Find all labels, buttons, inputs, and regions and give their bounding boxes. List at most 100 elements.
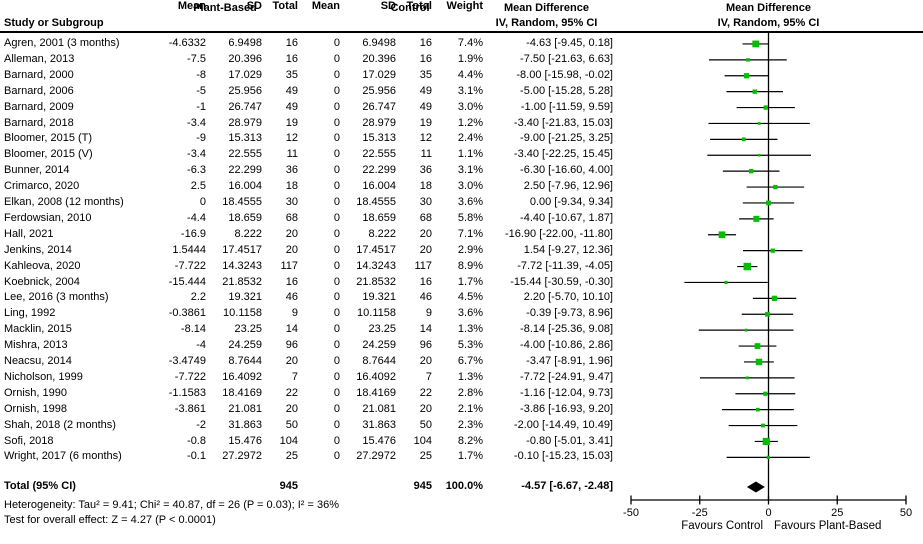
column-header-pb-mean: Mean	[177, 0, 206, 12]
md-ci-cell: -9.00 [-21.25, 3.25]	[520, 132, 613, 145]
study-label: Bloomer, 2015 (V)	[4, 148, 93, 161]
ctrl-mean-cell: 0	[333, 227, 340, 240]
study-row: Macklin, 2015 -8.14 23.25 14 0 23.25 14 1.3% -8.…	[0, 322, 620, 338]
study-label: Bunner, 2014	[4, 164, 70, 177]
study-row: Nicholson, 1999 -7.722 16.4092 7 0 16.4092 7 1.…	[0, 370, 620, 386]
pb-sd-cell: 8.7644	[228, 355, 262, 367]
column-header-pb-total: Total	[272, 0, 298, 12]
ctrl-total-cell: 22	[419, 386, 432, 399]
study-row: Ornish, 1990 -1.1583 18.4169 22 0 18.4169 22 2.…	[0, 386, 620, 402]
weight-cell: 8.2%	[457, 434, 483, 447]
study-row: Jenkins, 2014 1.5444 17.4517 20 0 17.4517 20 2.…	[0, 243, 620, 259]
pb-total-cell: 12	[285, 132, 298, 145]
study-label: Lee, 2016 (3 months)	[4, 291, 109, 304]
ctrl-total-cell: 16	[419, 52, 432, 65]
effect-marker	[773, 184, 778, 190]
ctrl-sd-cell: 21.081	[362, 402, 396, 415]
effect-marker	[741, 137, 746, 142]
weight-cell: 1.7%	[457, 275, 483, 288]
study-label: Elkan, 2008 (12 months)	[4, 196, 124, 208]
md-ci-cell: -8.14 [-25.36, 9.08]	[520, 323, 613, 336]
ctrl-sd-cell: 8.222	[368, 227, 396, 240]
study-row: Koebnick, 2004 -15.444 21.8532 16 0 21.8532 16…	[0, 275, 620, 291]
pb-total-cell: 20	[285, 355, 298, 367]
pb-sd-cell: 20.396	[228, 52, 262, 65]
ctrl-mean-cell: 0	[333, 84, 340, 97]
pb-mean-cell: 1.5444	[172, 243, 206, 256]
study-label: Ling, 1992	[4, 307, 56, 320]
md-ci-cell: -4.63 [-9.45, 0.18]	[526, 37, 613, 49]
effect-marker	[743, 73, 750, 79]
md-ci-cell: -4.00 [-10.86, 2.86]	[520, 339, 613, 352]
ctrl-sd-cell: 20.396	[362, 52, 396, 65]
study-row: Bloomer, 2015 (T) -9 15.313 12 0 15.313 12 2.4%…	[0, 131, 620, 147]
pb-total-cell: 30	[285, 196, 298, 208]
study-label: Ornish, 1998	[4, 402, 67, 415]
study-row: Barnard, 2018 -3.4 28.979 19 0 28.979 19 1.2% -3…	[0, 116, 620, 132]
ctrl-sd-cell: 25.956	[362, 84, 396, 97]
pb-total-cell: 20	[285, 227, 298, 240]
ctrl-sd-cell: 15.476	[362, 434, 396, 447]
md-ci-cell: -2.00 [-14.49, 10.49]	[513, 418, 613, 431]
weight-cell: 3.0%	[457, 100, 483, 113]
weight-cell: 1.2%	[457, 116, 483, 129]
study-row: Elkan, 2008 (12 months) 0 18.4555 30 0 18.455…	[0, 195, 620, 211]
md-ci-cell: -3.40 [-21.83, 15.03]	[513, 116, 613, 129]
study-row: Sofi, 2018 -0.8 15.476 104 0 15.476 104 8.2% -0.…	[0, 434, 620, 450]
md-ci-cell: -15.44 [-30.59, -0.30]	[510, 275, 613, 288]
ctrl-mean-cell: 0	[333, 418, 340, 431]
ctrl-total-cell: 9	[425, 307, 432, 320]
ctrl-sd-cell: 22.555	[362, 148, 396, 161]
study-label: Ornish, 1990	[4, 386, 67, 399]
ctrl-mean-cell: 0	[333, 196, 340, 208]
ctrl-mean-cell: 0	[333, 68, 340, 81]
pb-sd-cell: 18.659	[228, 211, 262, 224]
weight-cell: 7.1%	[457, 227, 483, 240]
pb-total-cell: 117	[280, 259, 298, 272]
weight-cell: 2.9%	[457, 243, 483, 256]
pb-mean-cell: -4	[196, 339, 206, 352]
ctrl-sd-cell: 17.4517	[356, 243, 396, 256]
total-weight: 100.0%	[445, 480, 483, 492]
ctrl-mean-cell: 0	[333, 339, 340, 352]
effect-marker	[765, 311, 770, 317]
study-label: Bloomer, 2015 (T)	[4, 132, 93, 145]
study-label: Macklin, 2015	[4, 323, 72, 336]
header-divider	[0, 31, 923, 33]
ctrl-sd-cell: 26.747	[362, 100, 396, 113]
total-pb-n: 945	[279, 480, 298, 492]
effect-marker	[744, 328, 748, 332]
study-label: Mishra, 2013	[4, 339, 68, 352]
ctrl-sd-cell: 18.4555	[356, 196, 396, 208]
pb-sd-cell: 16.4092	[222, 370, 262, 383]
weight-cell: 1.9%	[457, 52, 483, 65]
ctrl-sd-cell: 23.25	[368, 323, 396, 336]
study-label: Barnard, 2018	[4, 116, 74, 129]
ctrl-total-cell: 12	[419, 132, 432, 145]
weight-cell: 2.1%	[457, 402, 483, 415]
ctrl-sd-cell: 10.1158	[357, 307, 396, 320]
pb-mean-cell: -16.9	[180, 227, 206, 240]
study-label: Nicholson, 1999	[4, 370, 83, 383]
pb-mean-cell: -1.1583	[168, 386, 206, 399]
column-header-study: Study or Subgroup	[4, 17, 104, 29]
pb-total-cell: 19	[285, 116, 298, 129]
pb-mean-cell: -0.3861	[168, 307, 206, 320]
weight-cell: 4.5%	[457, 291, 483, 304]
ctrl-mean-cell: 0	[333, 180, 340, 193]
pb-sd-cell: 22.555	[228, 148, 262, 161]
study-row: Ferdowsian, 2010 -4.4 18.659 68 0 18.659 68 5.8…	[0, 211, 620, 227]
md-ci-cell: 2.50 [-7.96, 12.96]	[523, 180, 613, 193]
pb-total-cell: 9	[291, 307, 298, 320]
effect-marker	[743, 262, 751, 271]
pb-sd-cell: 26.747	[228, 100, 262, 113]
pb-sd-cell: 24.259	[228, 339, 262, 352]
total-md-ci: -4.57 [-6.67, -2.48]	[521, 480, 613, 492]
effect-marker	[766, 455, 770, 459]
effect-marker	[757, 122, 761, 125]
effect-marker	[770, 248, 775, 253]
pb-sd-cell: 21.081	[228, 402, 262, 415]
md-ci-cell: -16.90 [-22.00, -11.80]	[504, 227, 613, 240]
pb-total-cell: 49	[285, 100, 298, 113]
study-row: Bunner, 2014 -6.3 22.299 36 0 22.299 36 3.1% -6.…	[0, 163, 620, 179]
